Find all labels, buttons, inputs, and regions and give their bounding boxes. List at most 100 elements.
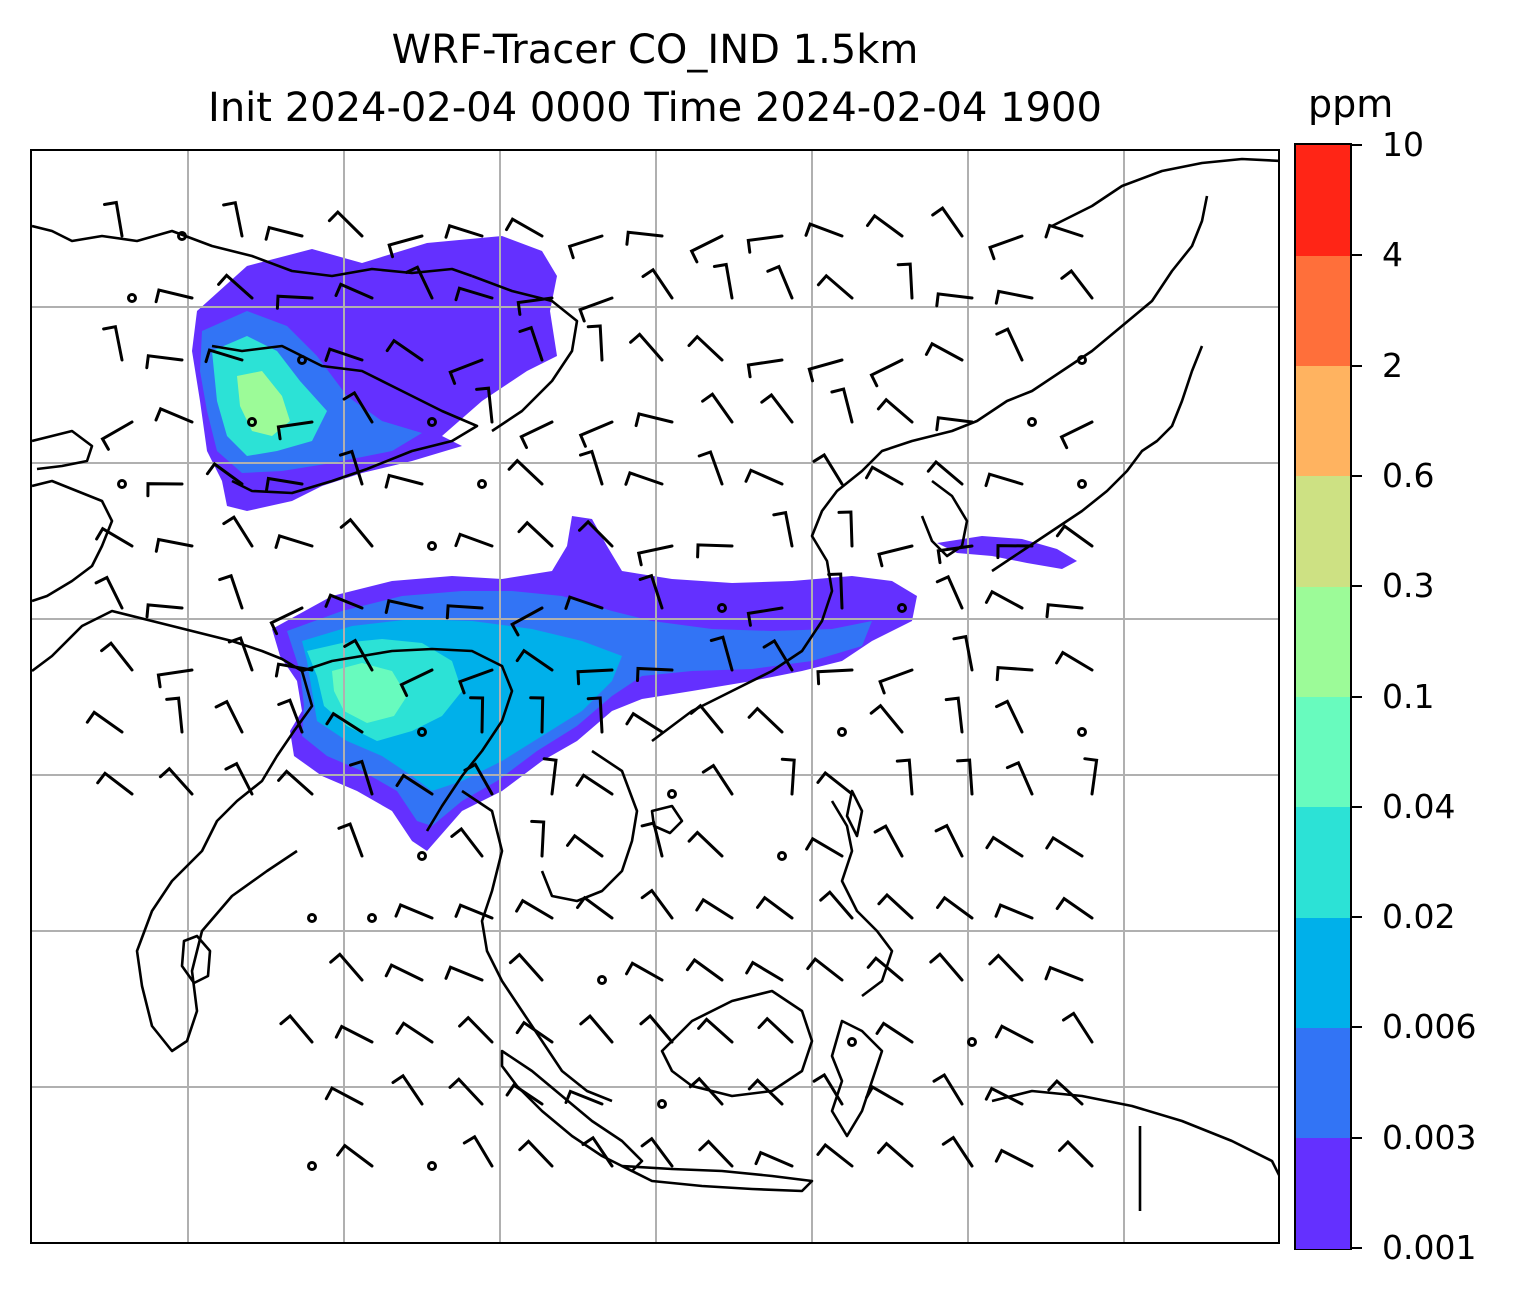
calm-wind-marker xyxy=(417,851,427,861)
wind-barb xyxy=(462,1134,494,1168)
wind-barb xyxy=(349,759,374,796)
wind-barb xyxy=(827,572,844,610)
wind-barb xyxy=(154,288,194,304)
colorbar-segment xyxy=(1296,917,1350,1028)
wind-barb xyxy=(687,830,724,858)
wind-barb xyxy=(984,589,1024,610)
wind-barb xyxy=(935,416,974,432)
wind-barb xyxy=(634,412,674,428)
colorbar-tick xyxy=(1352,364,1362,367)
wind-barb xyxy=(625,961,664,982)
wind-barb xyxy=(217,273,254,300)
wind-barb xyxy=(576,668,614,686)
calm-wind-marker xyxy=(1077,727,1087,737)
wind-barb xyxy=(996,544,1034,560)
wind-barb xyxy=(405,265,434,300)
wind-barb xyxy=(475,386,494,424)
wind-barb xyxy=(877,544,914,568)
calm-wind-marker xyxy=(777,851,787,861)
wind-barb xyxy=(766,264,794,300)
wind-barb xyxy=(816,1142,854,1168)
wind-barb xyxy=(689,703,724,734)
calm-wind-marker xyxy=(427,541,437,551)
wind-barb xyxy=(274,534,314,549)
wind-barb xyxy=(519,420,554,449)
colorbar-segment xyxy=(1296,255,1350,367)
wind-barb xyxy=(984,472,1024,488)
wind-barb xyxy=(279,1013,314,1044)
wind-barb xyxy=(876,397,914,424)
calm-wind-marker xyxy=(477,479,487,489)
wind-barb xyxy=(277,769,314,796)
wind-barb xyxy=(746,234,784,254)
calm-wind-marker xyxy=(847,1037,857,1047)
wind-barb xyxy=(944,696,964,734)
coastline-india xyxy=(32,609,314,1053)
wind-barb xyxy=(988,953,1024,982)
wind-barb xyxy=(812,1072,844,1106)
wind-barb xyxy=(701,763,734,796)
wind-barb xyxy=(342,390,374,424)
map-gridlines xyxy=(32,151,1278,1242)
wind-barb xyxy=(636,666,674,682)
wind-barb xyxy=(334,1024,374,1044)
wind-barb xyxy=(103,200,124,238)
tracer-plume-east xyxy=(937,536,1077,569)
coastline-china xyxy=(651,195,1209,743)
wind-barb xyxy=(516,296,554,316)
colorbar-segment xyxy=(1296,586,1350,698)
wind-barb xyxy=(747,706,784,734)
wind-barb xyxy=(932,1072,964,1106)
wind-barb xyxy=(336,1143,374,1168)
coastline-sri-lanka xyxy=(180,934,212,985)
wind-barb xyxy=(762,638,794,672)
wind-barb xyxy=(865,1085,904,1106)
wind-barb xyxy=(807,358,844,383)
calm-wind-marker xyxy=(1077,479,1087,489)
wind-barb xyxy=(896,262,914,300)
wind-barb xyxy=(508,952,544,982)
wind-barb xyxy=(458,668,494,695)
wind-barb xyxy=(343,638,374,672)
wind-barb xyxy=(165,696,184,734)
colorbar-tick xyxy=(1352,1247,1362,1249)
wind-barbs xyxy=(85,200,1099,1171)
border-central-asia xyxy=(211,344,479,495)
wind-barb xyxy=(895,758,914,796)
wind-barb xyxy=(448,358,484,385)
colorbar-tick xyxy=(1352,1136,1362,1139)
wind-barb xyxy=(510,606,544,637)
wind-barb xyxy=(931,206,964,238)
colorbar-tick-label: 0.006 xyxy=(1382,1007,1477,1047)
colorbar-tick-label: 0.02 xyxy=(1382,897,1456,937)
wind-barb xyxy=(936,895,974,920)
coastline-philippines xyxy=(830,800,894,998)
wind-barb xyxy=(507,458,544,486)
map-title-line-2: Init 2024-02-04 0000 Time 2024-02-04 190… xyxy=(208,85,1102,131)
calm-wind-marker xyxy=(307,913,317,923)
wind-barb xyxy=(878,668,914,695)
wind-barb xyxy=(866,213,904,238)
wind-barb xyxy=(214,699,244,734)
wind-barb xyxy=(744,468,784,486)
wind-barb xyxy=(276,420,314,441)
colorbar-segment xyxy=(1296,475,1350,587)
wind-barb xyxy=(566,833,604,858)
calm-wind-marker xyxy=(1027,417,1037,427)
wind-barb xyxy=(581,1135,614,1168)
wind-barb xyxy=(819,890,854,920)
wind-barb xyxy=(324,347,364,362)
wind-barb xyxy=(636,544,674,567)
wind-barb xyxy=(578,296,614,323)
wind-barb xyxy=(1055,896,1094,920)
wind-barb xyxy=(1083,757,1099,796)
wind-barb xyxy=(929,952,964,982)
wind-barb xyxy=(277,698,304,734)
coastline-vietnam xyxy=(540,749,639,903)
wind-barb xyxy=(385,338,424,362)
colorbar-tick-label: 0.1 xyxy=(1382,676,1435,716)
coastline-arabia xyxy=(32,479,114,603)
border-himalaya xyxy=(301,647,514,832)
wind-barb xyxy=(936,544,974,565)
wind-barb xyxy=(227,636,254,672)
